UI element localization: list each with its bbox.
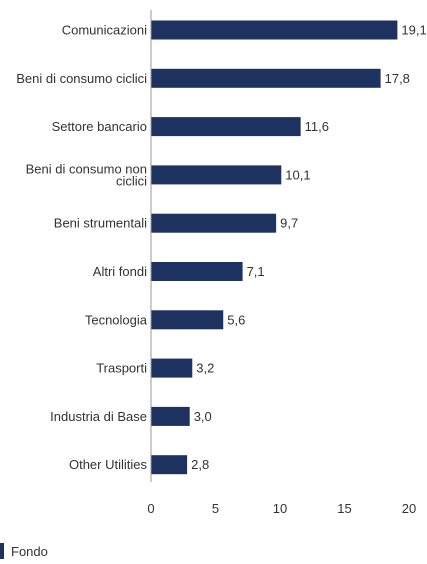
x-tick-label: 15	[337, 501, 351, 516]
data-label: 19,1	[401, 23, 426, 38]
x-tick-label: 20	[402, 501, 416, 516]
x-axis-ticks: 0 5 10 15 20	[147, 501, 416, 516]
bar	[151, 213, 277, 233]
category-label: Industria di Base	[50, 409, 147, 424]
category-label: Tecnologia	[85, 312, 148, 327]
data-label: 5,6	[227, 312, 245, 327]
category-label: Comunicazioni	[62, 23, 147, 38]
x-tick-label: 5	[212, 501, 219, 516]
category-label: Beni di consumo ciclici	[16, 71, 147, 86]
legend-swatch	[0, 543, 4, 559]
category-label: Altri fondi	[93, 264, 147, 279]
data-label: 10,1	[285, 167, 310, 182]
bar-chart: Comunicazioni Beni di consumo ciclici Sett…	[16, 10, 427, 516]
x-tick-label: 10	[273, 501, 287, 516]
data-label: 17,8	[385, 71, 410, 86]
data-label: 2,8	[191, 457, 209, 472]
category-label: Settore bancario	[52, 119, 147, 134]
data-label: 11,6	[305, 119, 329, 134]
category-label: Beni strumentali	[54, 216, 147, 231]
bar	[151, 406, 190, 426]
category-label: Other Utilities	[69, 457, 148, 472]
value-labels: 19,1 17,8 11,6 10,1 9,7 7,1 5,6 3,2 3,0 2,8	[191, 23, 427, 473]
bar	[151, 20, 398, 40]
bar	[151, 117, 301, 137]
data-label: 3,2	[196, 361, 214, 376]
data-label: 7,1	[247, 264, 265, 279]
bars	[151, 20, 398, 475]
bar	[151, 358, 193, 378]
category-label: Beni di consumo non ciclici	[26, 161, 148, 188]
bar	[151, 68, 381, 88]
bar	[151, 310, 224, 330]
bar	[151, 165, 282, 185]
category-label: Trasporti	[96, 361, 147, 376]
bar	[151, 455, 188, 475]
legend-label: Fondo	[11, 543, 48, 559]
data-label: 3,0	[194, 409, 212, 424]
bar	[151, 262, 243, 281]
category-labels: Comunicazioni Beni di consumo ciclici Sett…	[16, 23, 148, 473]
data-label: 9,7	[280, 216, 298, 231]
x-tick-label: 0	[147, 501, 154, 516]
legend: Fondo	[0, 543, 48, 559]
